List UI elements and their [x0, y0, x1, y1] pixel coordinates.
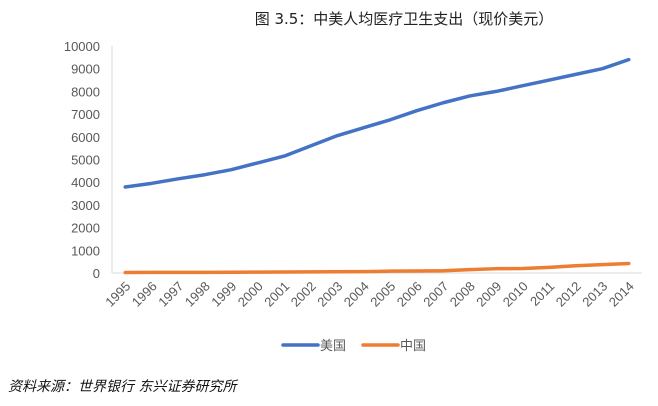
y-tick-label: 0	[93, 266, 100, 281]
x-tick-label: 2011	[527, 279, 557, 309]
series-line-1	[123, 261, 631, 275]
legend-label: 中国	[400, 339, 426, 354]
y-tick-label: 1000	[71, 243, 100, 258]
source-note: 资料来源：世界银行 东兴证券研究所	[8, 379, 237, 395]
x-tick-label: 2012	[553, 279, 584, 310]
x-tick-label: 2004	[341, 279, 372, 310]
x-tick-label: 2003	[314, 279, 345, 310]
x-tick-label: 2014	[606, 279, 637, 310]
y-tick-label: 3000	[71, 198, 100, 213]
x-tick-label: 1995	[102, 279, 133, 310]
x-tick-label: 2006	[394, 279, 425, 310]
x-tick-label: 2002	[288, 279, 319, 310]
y-tick-label: 10000	[64, 39, 100, 54]
x-tick-label: 2008	[447, 279, 478, 310]
y-tick-label: 7000	[71, 107, 100, 122]
x-tick-label: 2005	[367, 279, 398, 310]
x-tick-label: 2010	[500, 279, 531, 310]
x-tick-label: 2000	[235, 279, 266, 310]
y-tick-label: 6000	[71, 130, 100, 145]
legend-label: 美国	[320, 339, 346, 354]
y-tick-label: 5000	[71, 153, 100, 168]
x-tick-label: 2009	[473, 279, 504, 310]
x-tick-label: 1998	[182, 279, 213, 310]
x-tick-label: 2007	[420, 279, 451, 310]
x-tick-label: 1996	[129, 279, 160, 310]
series-line-0	[123, 57, 631, 189]
chart-title: 图 3.5：中美人均医疗卫生支出（现价美元）	[254, 10, 554, 28]
y-tick-label: 2000	[71, 221, 100, 236]
y-tick-label: 4000	[71, 175, 100, 190]
y-tick-label: 9000	[71, 62, 100, 77]
x-tick-label: 1999	[208, 279, 239, 310]
x-tick-label: 1997	[155, 279, 186, 310]
y-tick-label: 8000	[71, 84, 100, 99]
x-tick-label: 2013	[579, 279, 610, 310]
x-tick-label: 2001	[261, 279, 292, 310]
